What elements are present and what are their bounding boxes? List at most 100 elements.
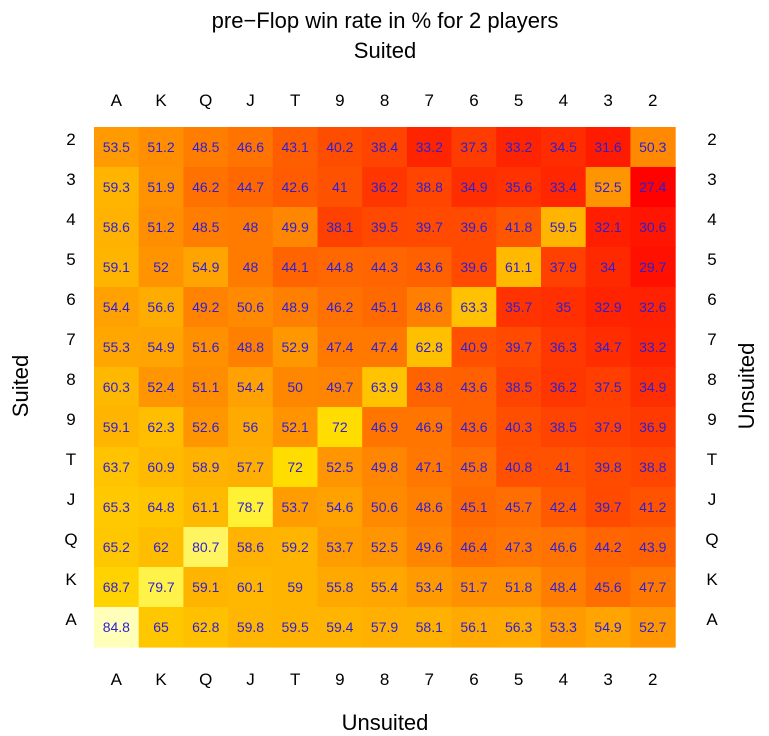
heatmap-cell <box>183 407 229 448</box>
cell-value-label: 54.4 <box>103 299 130 315</box>
heatmap-cell <box>94 607 140 648</box>
y-tick-left: 3 <box>66 170 75 189</box>
heatmap-cell <box>272 407 319 448</box>
cell-value-label: 51.2 <box>147 219 174 235</box>
heatmap-cell <box>138 127 184 168</box>
x-tick-top: 5 <box>514 91 523 110</box>
y-tick-right: 5 <box>707 250 716 269</box>
x-tick-top: 2 <box>648 91 657 110</box>
cell-value-label: 40.8 <box>505 459 532 475</box>
cell-value-label: 53.7 <box>282 499 309 515</box>
y-tick-left: 6 <box>66 290 75 309</box>
cell-value-label: 49.6 <box>416 539 443 555</box>
cell-value-label: 41.2 <box>639 499 666 515</box>
heatmap-cell <box>272 167 319 208</box>
heatmap-cell <box>362 167 408 208</box>
x-tick-top: 4 <box>559 91 568 110</box>
cell-value-label: 39.7 <box>416 219 443 235</box>
heatmap-cell <box>406 367 453 408</box>
heatmap-cell <box>317 327 363 368</box>
heatmap-cell <box>496 127 542 168</box>
heatmap-cell <box>496 527 542 568</box>
cell-value-label: 63.3 <box>460 299 487 315</box>
cell-value-label: 48 <box>243 219 259 235</box>
x-tick-bottom: 7 <box>425 670 434 689</box>
heatmap-cell <box>94 287 140 328</box>
cell-value-label: 32.1 <box>594 219 621 235</box>
cell-value-label: 46.2 <box>192 179 219 195</box>
cell-value-label: 34.9 <box>460 179 487 195</box>
cell-value-label: 48.5 <box>192 139 219 155</box>
heatmap-cell <box>496 167 542 208</box>
heatmap-cell <box>362 607 408 648</box>
x-tick-bottom: J <box>246 670 255 689</box>
cell-value-label: 52.4 <box>147 379 174 395</box>
cell-value-label: 51.9 <box>147 179 174 195</box>
cell-value-label: 37.9 <box>594 419 621 435</box>
heatmap-cell <box>138 407 184 448</box>
heatmap-cell <box>94 327 140 368</box>
cell-value-label: 64.8 <box>147 499 174 515</box>
cell-value-label: 62 <box>153 539 169 555</box>
heatmap-cell <box>228 607 274 648</box>
cell-value-label: 46.9 <box>416 419 443 435</box>
heatmap-cell <box>228 167 274 208</box>
cell-value-label: 80.7 <box>192 539 219 555</box>
heatmap-cell <box>183 207 229 248</box>
heatmap-cell <box>406 167 453 208</box>
heatmap-cell <box>94 447 140 488</box>
cell-value-label: 60.1 <box>237 579 264 595</box>
cell-value-label: 43.6 <box>416 259 443 275</box>
cell-value-label: 58.6 <box>103 219 130 235</box>
cell-value-label: 61.1 <box>505 259 532 275</box>
cell-value-label: 59 <box>287 579 303 595</box>
heatmap-cell <box>496 327 542 368</box>
heatmap-cell <box>183 567 229 608</box>
cell-value-label: 46.6 <box>237 139 264 155</box>
heatmap-cell <box>585 527 631 568</box>
heatmap-cell <box>138 167 184 208</box>
heatmap-cell <box>317 287 363 328</box>
x-tick-top: K <box>155 91 167 110</box>
cell-value-label: 52.7 <box>639 619 666 635</box>
heatmap-cell <box>496 487 542 528</box>
chart-title: pre−Flop win rate in % for 2 players <box>212 8 559 33</box>
cell-value-label: 65 <box>153 619 169 635</box>
heatmap-cell <box>585 607 631 648</box>
heatmap-cell <box>541 127 587 168</box>
y-tick-right: 6 <box>707 290 716 309</box>
cell-value-label: 55.3 <box>103 339 130 355</box>
cell-value-label: 48.9 <box>282 299 309 315</box>
cell-value-label: 59.5 <box>550 219 577 235</box>
cell-value-label: 68.7 <box>103 579 130 595</box>
y-tick-left: 5 <box>66 250 75 269</box>
cell-value-label: 40.9 <box>460 339 487 355</box>
y-tick-right: 4 <box>707 210 716 229</box>
heatmap-cell <box>183 447 229 488</box>
cell-value-label: 49.2 <box>192 299 219 315</box>
cell-value-label: 50.6 <box>237 299 264 315</box>
cell-value-label: 30.6 <box>639 219 666 235</box>
cell-value-label: 63.7 <box>103 459 130 475</box>
x-tick-bottom: 9 <box>335 670 344 689</box>
y-tick-left: 4 <box>66 210 75 229</box>
heatmap-cell <box>272 447 319 488</box>
cell-value-label: 52.1 <box>282 419 309 435</box>
cell-value-label: 52.6 <box>192 419 219 435</box>
cell-value-label: 58.6 <box>237 539 264 555</box>
x-tick-top: 3 <box>603 91 612 110</box>
heatmap-cell <box>496 567 542 608</box>
x-tick-top: A <box>111 91 123 110</box>
x-tick-top: 6 <box>469 91 478 110</box>
cell-value-label: 65.2 <box>103 539 130 555</box>
heatmap-cell <box>630 367 676 408</box>
heatmap-cell <box>496 207 542 248</box>
cell-value-label: 51.6 <box>192 339 219 355</box>
heatmap-cell <box>94 367 140 408</box>
heatmap-cell <box>138 287 184 328</box>
heatmap-cell <box>183 527 229 568</box>
cell-value-label: 56.6 <box>147 299 174 315</box>
heatmap-cell <box>406 287 453 328</box>
cell-value-label: 34.7 <box>594 339 621 355</box>
heatmap-cell <box>228 367 274 408</box>
